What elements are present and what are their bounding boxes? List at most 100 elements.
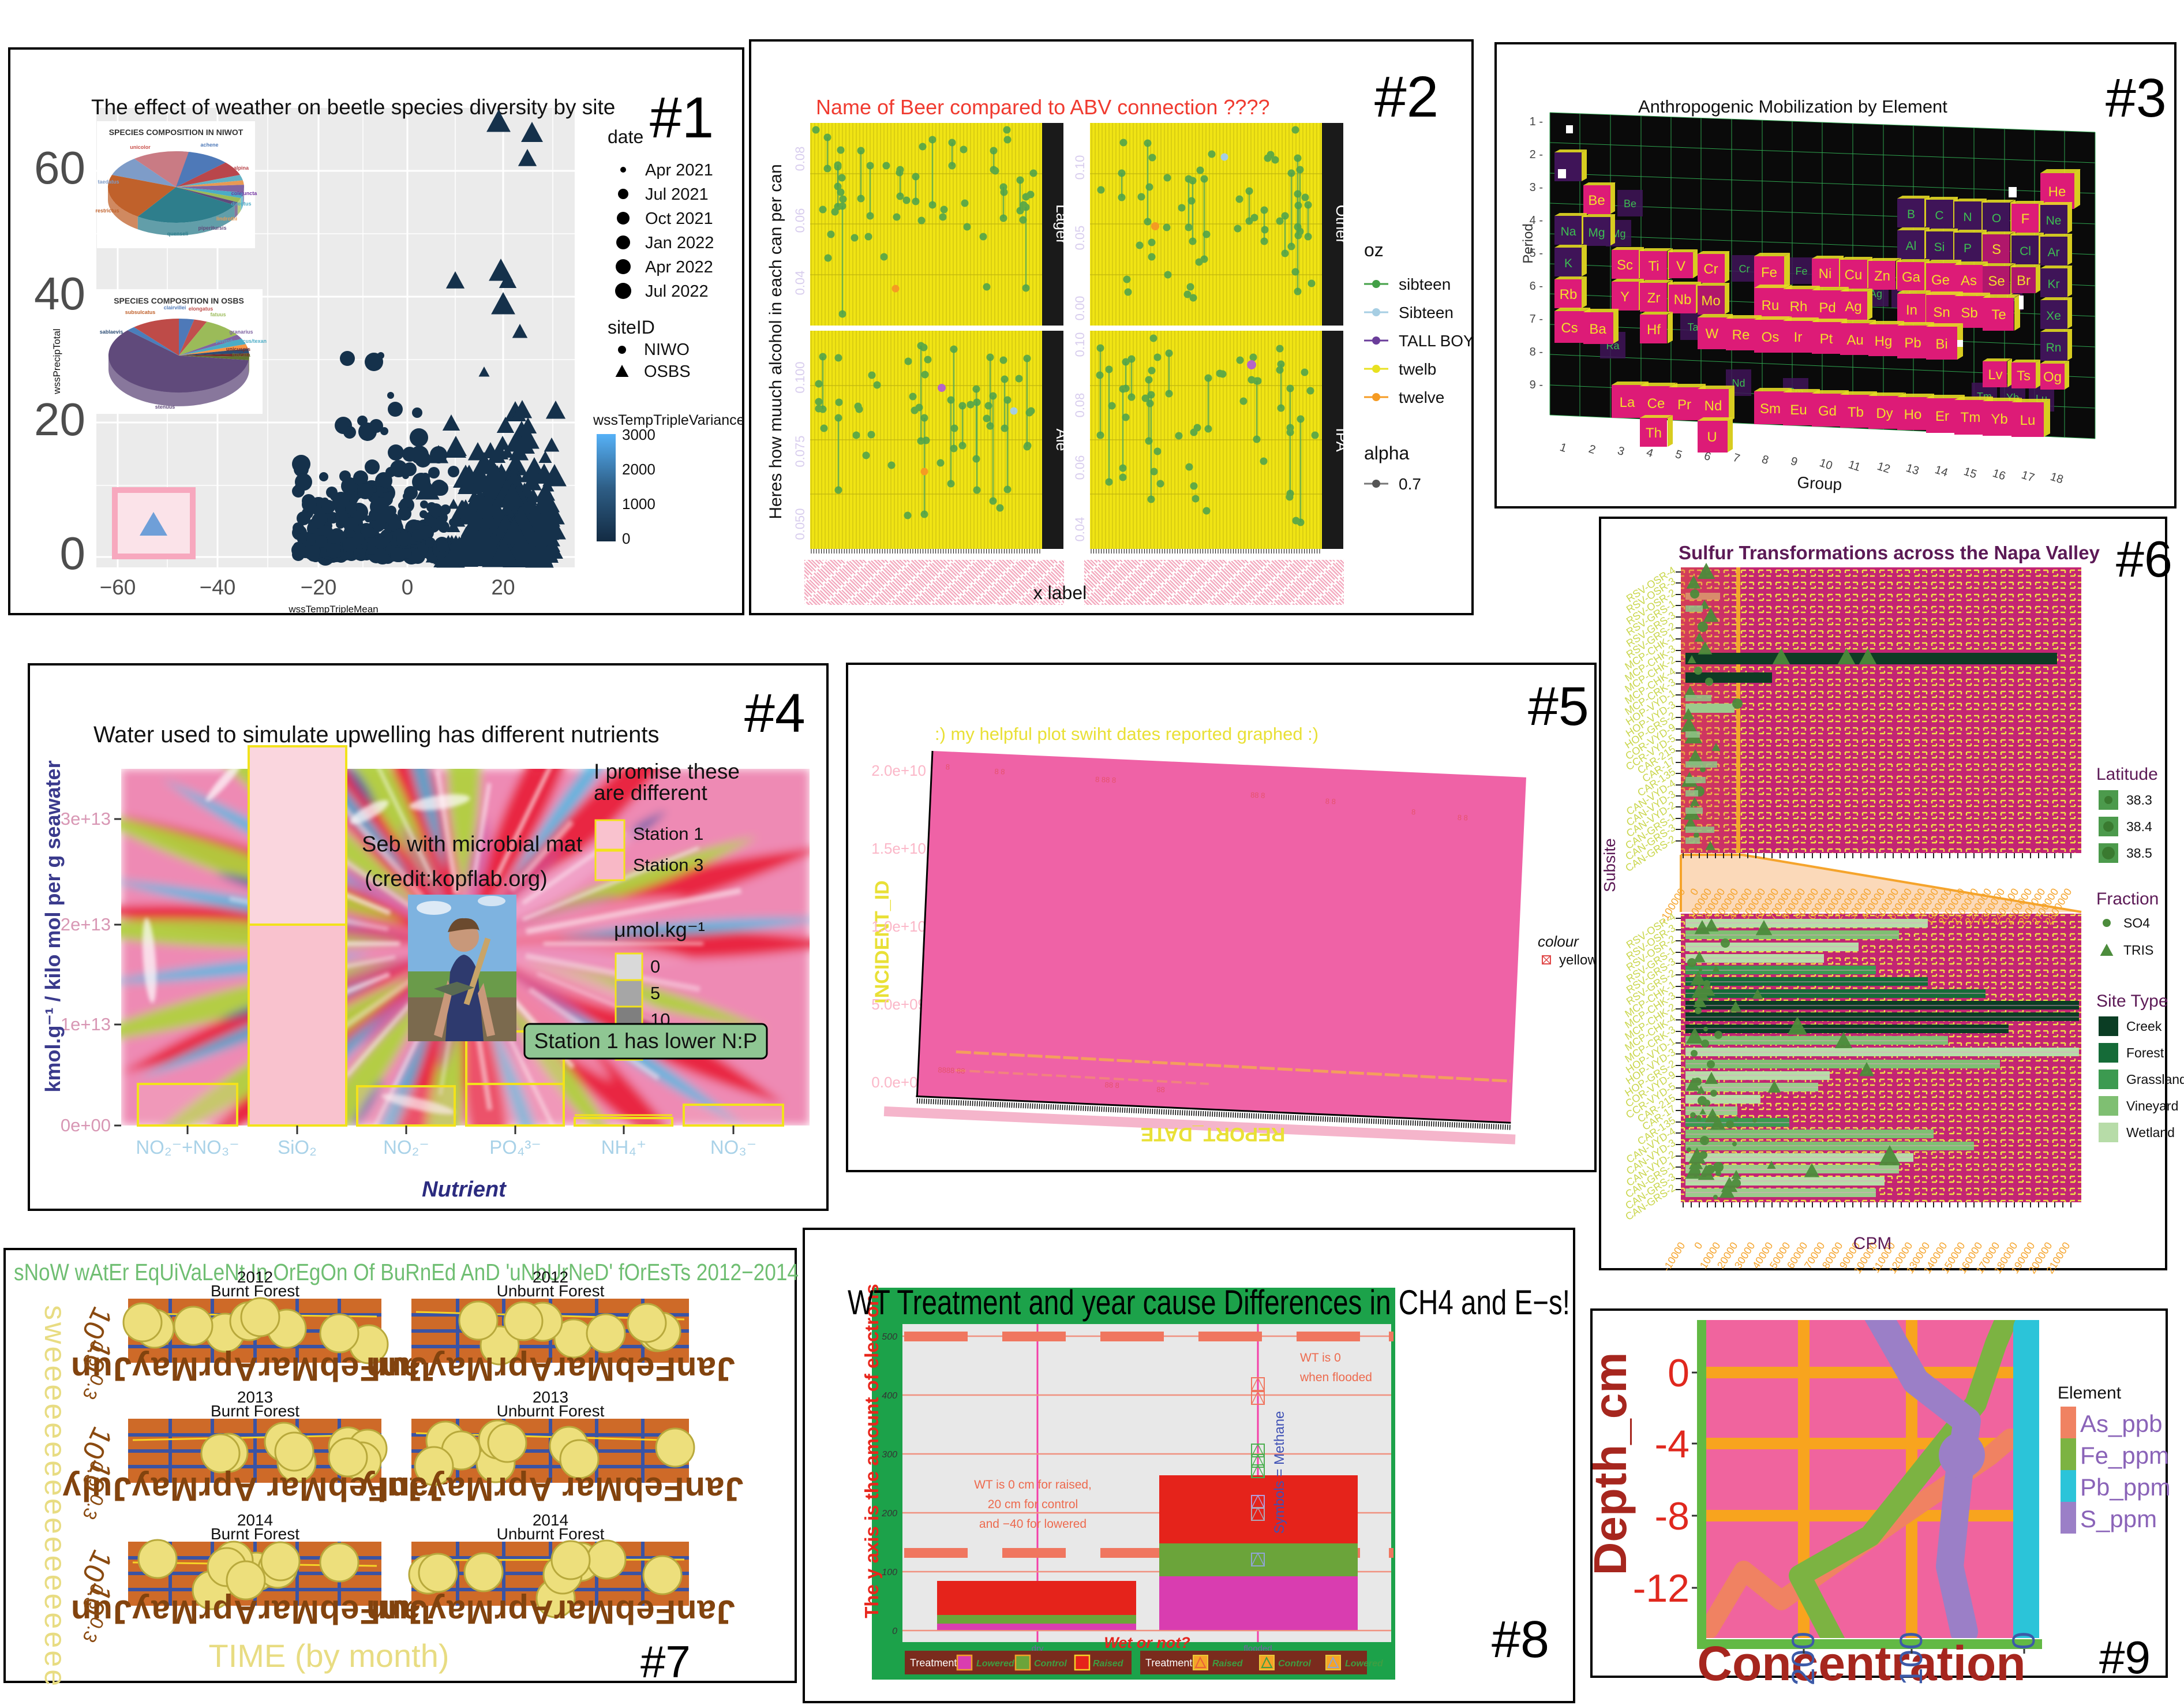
svg-text:3: 3 <box>1616 444 1625 458</box>
svg-text:8: 8 <box>1411 807 1416 816</box>
svg-text:8888 88: 8888 88 <box>938 1065 965 1075</box>
svg-text:wssPrecipTotal: wssPrecipTotal <box>51 328 62 394</box>
svg-text:Vineyard: Vineyard <box>2126 1098 2178 1113</box>
svg-text:Ge: Ge <box>1931 272 1950 288</box>
svg-text:Symbols = Methane: Symbols = Methane <box>1272 1411 1287 1534</box>
svg-text:Mg: Mg <box>1588 226 1605 240</box>
svg-text:colour: colour <box>1538 933 1579 950</box>
svg-text:1: 1 <box>1558 441 1568 455</box>
svg-text:10: 10 <box>76 1302 119 1344</box>
svg-text:#3: #3 <box>2106 68 2167 129</box>
svg-text:Ir: Ir <box>1794 330 1803 345</box>
svg-text:Lu: Lu <box>2020 413 2036 428</box>
svg-text:Raised: Raised <box>1212 1659 1243 1669</box>
svg-text:P: P <box>1964 242 1972 255</box>
svg-text:Burnt Forest: Burnt Forest <box>211 1525 299 1543</box>
svg-text:Raised: Raised <box>1093 1659 1124 1669</box>
svg-text:300: 300 <box>882 1450 897 1460</box>
svg-text:Latitude: Latitude <box>2096 765 2158 784</box>
svg-text:#2: #2 <box>1374 65 1438 129</box>
svg-text:Be: Be <box>1588 193 1605 208</box>
svg-text:subsulcatus: subsulcatus <box>125 309 156 315</box>
svg-text:wssTempTripleVariance: wssTempTripleVariance <box>593 412 745 428</box>
svg-text:twelve: twelve <box>1399 388 1444 406</box>
svg-text:Oct 2021: Oct 2021 <box>645 210 713 228</box>
svg-text:10: 10 <box>1818 457 1834 473</box>
svg-text:0.7: 0.7 <box>1399 475 1421 493</box>
svg-text:Ba: Ba <box>1589 321 1606 337</box>
svg-text:PO₄³⁻: PO₄³⁻ <box>489 1136 541 1158</box>
svg-text:Control: Control <box>1034 1659 1067 1669</box>
svg-text:NO₃⁻: NO₃⁻ <box>710 1136 756 1158</box>
svg-text:SO4: SO4 <box>2123 915 2150 930</box>
svg-text:Lv: Lv <box>1988 367 2002 383</box>
svg-text:Apr 2021: Apr 2021 <box>645 161 713 180</box>
svg-text:5 -: 5 - <box>1530 247 1543 260</box>
svg-text:Jul 2021: Jul 2021 <box>645 185 709 204</box>
svg-text:0.10: 0.10 <box>1073 155 1087 180</box>
svg-text:Y: Y <box>1620 289 1629 305</box>
svg-text:Station 1 has lower N:P: Station 1 has lower N:P <box>534 1029 758 1053</box>
svg-text:INCIDENT_ID: INCIDENT_ID <box>871 880 893 1003</box>
svg-text:Burnt Forest: Burnt Forest <box>211 1282 299 1300</box>
svg-text:2014: 2014 <box>237 1511 273 1529</box>
svg-text:stenuus: stenuus <box>155 404 175 410</box>
svg-text:elongatus: elongatus <box>189 306 213 312</box>
svg-text:8 8: 8 8 <box>1457 813 1468 822</box>
svg-text:0.050: 0.050 <box>793 508 807 540</box>
svg-text:La: La <box>1620 395 1635 410</box>
svg-text:-10000: -10000 <box>1661 1240 1688 1274</box>
svg-text:2000: 2000 <box>622 461 655 478</box>
svg-text:8 88 8: 8 88 8 <box>1095 775 1117 785</box>
svg-text:Be: Be <box>1624 198 1636 210</box>
svg-text:0.04: 0.04 <box>793 271 807 296</box>
svg-text:Ho: Ho <box>1904 407 1922 422</box>
svg-text:0.100: 0.100 <box>793 361 807 393</box>
svg-text:IPA: IPA <box>1333 428 1350 452</box>
svg-text:Period: Period <box>1520 223 1536 263</box>
svg-text:Ar: Ar <box>2048 246 2060 259</box>
svg-text:1.5e+10: 1.5e+10 <box>871 840 926 857</box>
svg-text:He: He <box>2048 184 2066 200</box>
svg-text:0: 0 <box>402 575 414 599</box>
svg-text:oz: oz <box>1364 240 1384 260</box>
svg-text:Group: Group <box>1797 473 1842 493</box>
svg-text:Rh: Rh <box>1790 299 1808 315</box>
svg-text:20 cm for control: 20 cm for control <box>988 1498 1078 1511</box>
svg-text:2 -: 2 - <box>1530 148 1543 161</box>
svg-text:Anthropogenic Mobilization by: Anthropogenic Mobilization by Element <box>1638 96 1947 117</box>
svg-text:WT is 0: WT is 0 <box>1300 1351 1341 1364</box>
svg-text:Os: Os <box>1762 330 1780 345</box>
svg-text:3e+13: 3e+13 <box>61 809 111 829</box>
svg-text:N: N <box>1963 211 1972 224</box>
svg-text:Ale: Ale <box>1053 428 1070 451</box>
svg-text:−20: −20 <box>301 575 337 599</box>
svg-text:8 8: 8 8 <box>1325 797 1336 806</box>
svg-text:-8: -8 <box>1655 1494 1689 1538</box>
svg-text:Ti: Ti <box>1648 259 1659 274</box>
svg-text:fuscata: fuscata <box>232 352 251 358</box>
svg-text:−40: −40 <box>200 575 236 599</box>
svg-text:Er: Er <box>1935 409 1949 424</box>
svg-text:Ag: Ag <box>1845 299 1861 315</box>
svg-text:#7: #7 <box>640 1636 691 1687</box>
svg-text:Subsite: Subsite <box>1601 838 1619 892</box>
svg-text:7: 7 <box>1731 451 1741 465</box>
svg-text:unicuspis: unicuspis <box>226 346 250 352</box>
svg-text:JanFebMarAprMayJun: JanFebMarAprMayJun <box>70 1350 440 1388</box>
svg-text:7 -: 7 - <box>1530 313 1543 326</box>
svg-text:granarius: granarius <box>229 329 253 335</box>
svg-text:8: 8 <box>945 762 950 771</box>
svg-text:Ce: Ce <box>1647 396 1665 412</box>
svg-text:W: W <box>1706 326 1719 342</box>
svg-text:6 -: 6 - <box>1530 280 1543 293</box>
svg-text:U: U <box>1707 429 1717 445</box>
svg-text:JanFebMarAprMayJun: JanFebMarAprMayJun <box>366 1350 735 1388</box>
svg-text:SPECIES COMPOSITION IN NIWOT: SPECIES COMPOSITION IN NIWOT <box>109 128 244 137</box>
svg-text:Creek: Creek <box>2126 1019 2162 1034</box>
svg-text:200: 200 <box>1785 1632 1821 1685</box>
svg-text:Nb: Nb <box>1674 292 1692 308</box>
svg-text:Pt: Pt <box>1820 331 1833 347</box>
svg-text:2013: 2013 <box>237 1388 273 1406</box>
svg-text:NH₄⁺: NH₄⁺ <box>601 1136 647 1158</box>
